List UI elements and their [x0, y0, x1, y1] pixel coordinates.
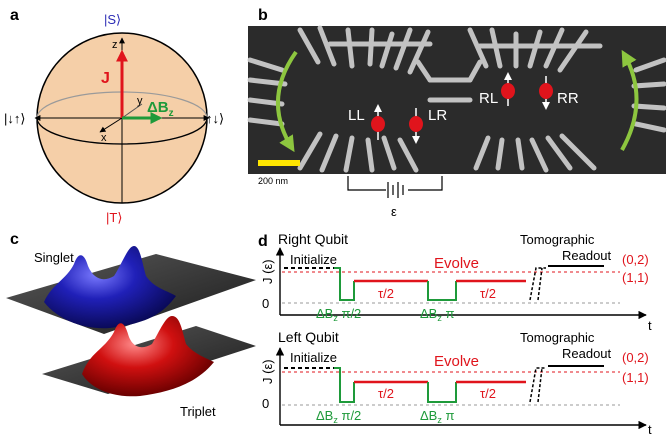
right-tomo-label: Tomographic — [520, 232, 595, 247]
scale-bar-label: 200 nm — [258, 176, 288, 186]
triplet-surface — [42, 316, 256, 397]
right-qubit-title: Right Qubit — [278, 231, 348, 247]
right-x-label: t — [648, 318, 652, 333]
singlet-blob — [44, 246, 176, 329]
right-initialize-label: Initialize — [290, 252, 337, 267]
x-axis-label: x — [101, 132, 107, 144]
left-zero-label: 0 — [262, 396, 269, 411]
left-readout-label: Readout — [562, 346, 612, 361]
state-s-label: |S⟩ — [104, 12, 121, 27]
state-left-label: |↓↑⟩ — [4, 111, 25, 126]
electron-rl — [501, 72, 515, 106]
left-qubit-title: Left Qubit — [278, 329, 339, 345]
left-tau-1: τ/2 — [378, 386, 394, 401]
dot-label-lr: LR — [428, 107, 447, 124]
state-right-label: ↑↓⟩ — [206, 111, 224, 126]
singlet-label: Singlet — [34, 250, 74, 265]
state-t-label: |T⟩ — [106, 210, 122, 225]
left-green-arrow — [275, 50, 298, 153]
right-db-label-1: ΔBz π/2 — [316, 306, 361, 323]
left-green-pulse-2 — [427, 382, 457, 403]
right-tomo-trace — [529, 267, 546, 301]
dot-label-rl: RL — [479, 90, 498, 107]
panel-a-letter: a — [10, 7, 19, 24]
right-y-label: J (ε) — [260, 259, 275, 284]
left-level-11: (1,1) — [622, 370, 649, 385]
right-tau-1: τ/2 — [378, 286, 394, 301]
right-evolve-label: Evolve — [434, 255, 479, 272]
panel-b-letter: b — [258, 7, 268, 24]
right-db-label-2: ΔBz π — [420, 306, 454, 323]
bloch-sphere — [34, 32, 210, 204]
panel-d-letter: d — [258, 233, 268, 250]
left-tau-2: τ/2 — [480, 386, 496, 401]
gate-electrodes — [247, 25, 667, 173]
left-qubit-plot: Left Qubit J (ε) Initialize Evolve Tomog… — [260, 329, 652, 437]
right-qubit-plot: Right Qubit J (ε) Initialize Evolve Tomo… — [260, 231, 652, 333]
right-green-pulse-1 — [334, 267, 355, 301]
scale-bar — [258, 160, 300, 166]
left-db-label-2: ΔBz π — [420, 408, 454, 425]
left-green-pulse-1 — [334, 367, 355, 403]
right-green-pulse-2 — [427, 281, 457, 301]
right-readout-label: Readout — [562, 248, 612, 263]
x-axis-diag — [99, 117, 123, 133]
electron-rr — [539, 76, 553, 110]
right-level-11: (1,1) — [622, 270, 649, 285]
left-x-label: t — [648, 422, 652, 437]
right-zero-label: 0 — [262, 296, 269, 311]
electron-ll — [371, 104, 385, 140]
singlet-surface — [6, 246, 256, 334]
left-y-label: J (ε) — [260, 359, 275, 384]
triplet-blob — [82, 316, 214, 397]
left-tomo-trace — [529, 367, 546, 403]
epsilon-label: ε — [391, 204, 397, 219]
y-axis-diag — [121, 103, 143, 119]
sem-image — [247, 25, 667, 174]
z-axis-label: z — [112, 39, 118, 51]
panel-c-letter: c — [10, 231, 19, 248]
left-tomo-trace-2 — [537, 367, 543, 403]
y-axis-label: y — [137, 95, 143, 107]
right-green-arrow — [620, 49, 639, 151]
dot-label-rr: RR — [557, 90, 579, 107]
right-tau-2: τ/2 — [480, 286, 496, 301]
left-level-02: (0,2) — [622, 350, 649, 365]
j-label: J — [101, 70, 110, 87]
left-evolve-label: Evolve — [434, 353, 479, 370]
delta-b-label: ΔBz — [147, 99, 174, 119]
left-db-label-1: ΔBz π/2 — [316, 408, 361, 425]
left-initialize-label: Initialize — [290, 350, 337, 365]
triplet-label: Triplet — [180, 404, 216, 419]
left-tomo-label: Tomographic — [520, 330, 595, 345]
right-level-02: (0,2) — [622, 252, 649, 267]
dot-label-ll: LL — [348, 107, 365, 124]
electron-lr — [409, 108, 423, 144]
bias-circuit — [347, 176, 443, 198]
right-tomo-trace-2 — [537, 267, 543, 301]
